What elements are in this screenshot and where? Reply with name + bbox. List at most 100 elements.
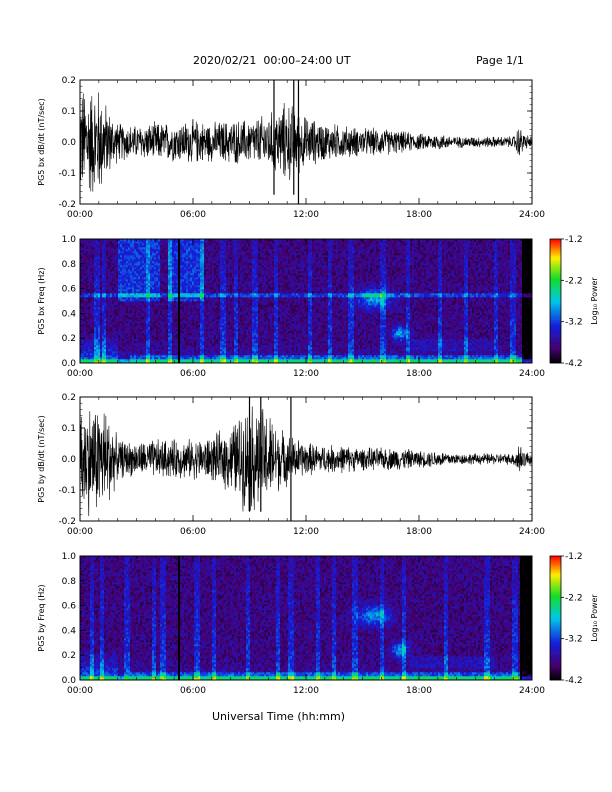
spectrogram-cell bbox=[156, 311, 159, 314]
spectrogram-cell bbox=[222, 313, 225, 316]
spectrogram-cell bbox=[196, 255, 199, 258]
spectrogram-cell bbox=[154, 319, 157, 322]
spectrogram-cell bbox=[224, 273, 227, 276]
spectrogram-cell bbox=[98, 325, 101, 328]
spectrogram-cell bbox=[110, 257, 113, 260]
spectrogram-cell bbox=[232, 347, 235, 350]
spectrogram-cell bbox=[122, 349, 125, 352]
spectrogram-cell bbox=[118, 263, 121, 266]
spectrogram-cell bbox=[90, 241, 93, 244]
spectrogram-cell bbox=[188, 255, 191, 258]
spectrogram-cell bbox=[188, 343, 191, 346]
spectrogram-cell bbox=[188, 331, 191, 334]
spectrogram-cell bbox=[106, 359, 109, 362]
spectrogram-cell bbox=[200, 253, 203, 256]
spectrogram-cell bbox=[102, 289, 105, 292]
spectrogram-cell bbox=[184, 267, 187, 270]
spectrogram-cell bbox=[198, 249, 201, 252]
spectrogram-cell bbox=[150, 281, 153, 284]
spectrogram-cell bbox=[96, 315, 99, 318]
spectrogram-cell bbox=[108, 297, 111, 300]
spectrogram-cell bbox=[234, 265, 237, 268]
spectrogram-cell bbox=[96, 311, 99, 314]
spectrogram-cell bbox=[176, 297, 179, 300]
spectrogram-cell bbox=[234, 347, 237, 350]
spectrogram-cell bbox=[136, 301, 139, 304]
spectrogram-cell bbox=[198, 255, 201, 258]
spectrogram-cell bbox=[112, 251, 115, 254]
spectrogram-cell bbox=[206, 247, 209, 250]
spectrogram-cell bbox=[160, 319, 163, 322]
spectrogram-cell bbox=[208, 297, 211, 300]
spectrogram-cell bbox=[212, 279, 215, 282]
spectrogram-cell bbox=[212, 299, 215, 302]
spectrogram-cell bbox=[146, 277, 149, 280]
spectrogram-cell bbox=[182, 319, 185, 322]
spectrogram-cell bbox=[102, 285, 105, 288]
spectrogram-cell bbox=[110, 361, 113, 364]
spectrogram-cell bbox=[172, 287, 175, 290]
spectrogram-cell bbox=[164, 243, 167, 246]
spectrogram-cell bbox=[214, 357, 217, 360]
spectrogram-cell bbox=[232, 359, 235, 362]
spectrogram-cell bbox=[150, 333, 153, 336]
spectrogram-cell bbox=[104, 339, 107, 342]
spectrogram-cell bbox=[174, 317, 177, 320]
spectrogram-cell bbox=[154, 291, 157, 294]
spectrogram-cell bbox=[120, 263, 123, 266]
spectrogram-cell bbox=[164, 357, 167, 360]
spectrogram-cell bbox=[102, 247, 105, 250]
spectrogram-cell bbox=[132, 321, 135, 324]
spectrogram-cell bbox=[142, 253, 145, 256]
spectrogram-cell bbox=[204, 341, 207, 344]
spectrogram-cell bbox=[108, 321, 111, 324]
spectrogram-cell bbox=[162, 349, 165, 352]
spectrogram-cell bbox=[206, 295, 209, 298]
spectrogram-cell bbox=[210, 303, 213, 306]
spectrogram-cell bbox=[114, 345, 117, 348]
spectrogram-cell bbox=[130, 319, 133, 322]
spectrogram-cell bbox=[150, 271, 153, 274]
spectrogram-cell bbox=[82, 279, 85, 282]
spectrogram-cell bbox=[196, 249, 199, 252]
spectrogram-cell bbox=[228, 321, 231, 324]
spectrogram-cell bbox=[168, 361, 171, 364]
spectrogram-cell bbox=[180, 341, 183, 344]
spectrogram-cell bbox=[112, 269, 115, 272]
spectrogram-cell bbox=[82, 253, 85, 256]
spectrogram-cell bbox=[230, 295, 233, 298]
spectrogram-cell bbox=[114, 315, 117, 318]
spectrogram-cell bbox=[208, 333, 211, 336]
spectrogram-cell bbox=[170, 277, 173, 280]
spectrogram-cell bbox=[174, 267, 177, 270]
spectrogram-cell bbox=[110, 355, 113, 358]
spectrogram-cell bbox=[178, 293, 181, 296]
spectrogram-cell bbox=[136, 329, 139, 332]
spectrogram-cell bbox=[164, 323, 167, 326]
spectrogram-cell bbox=[132, 257, 135, 260]
spectrogram-cell bbox=[146, 353, 149, 356]
spectrogram-cell bbox=[86, 319, 89, 322]
spectrogram-cell bbox=[212, 353, 215, 356]
spectrogram-cell bbox=[148, 309, 151, 312]
spectrogram-cell bbox=[120, 311, 123, 314]
spectrogram-cell bbox=[202, 301, 205, 304]
spectrogram-cell bbox=[80, 347, 83, 350]
spectrogram-cell bbox=[152, 273, 155, 276]
spectrogram-cell bbox=[218, 289, 221, 292]
spectrogram-cell bbox=[210, 309, 213, 312]
spectrogram-cell bbox=[190, 329, 193, 332]
spectrogram-cell bbox=[234, 333, 237, 336]
spectrogram-cell bbox=[126, 323, 129, 326]
spectrogram-cell bbox=[114, 337, 117, 340]
spectrogram-cell bbox=[146, 301, 149, 304]
spectrogram-cell bbox=[200, 345, 203, 348]
spectrogram-cell bbox=[194, 307, 197, 310]
spectrogram-cell bbox=[236, 361, 239, 364]
spectrogram-cell bbox=[230, 285, 233, 288]
spectrogram-cell bbox=[220, 293, 223, 296]
spectrogram-cell bbox=[174, 321, 177, 324]
spectrogram-cell bbox=[182, 291, 185, 294]
spectrogram-cell bbox=[198, 281, 201, 284]
spectrogram-cell bbox=[212, 253, 215, 256]
